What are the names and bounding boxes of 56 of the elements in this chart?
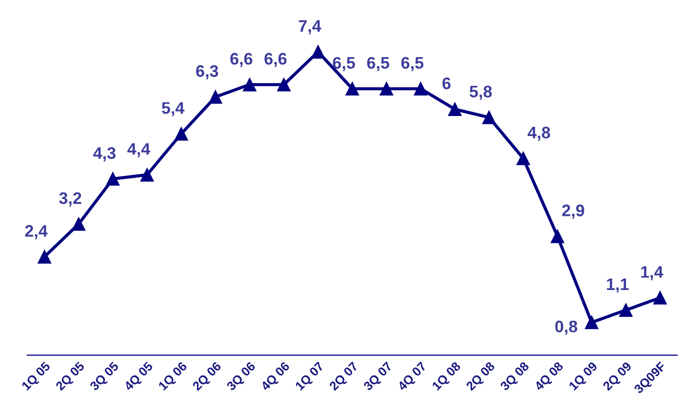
- data-label: 4,4: [127, 143, 150, 158]
- x-tick-label: 1Q 09: [568, 361, 600, 392]
- x-tick-label: 4Q 05: [123, 361, 155, 393]
- point: [242, 78, 256, 92]
- point: [38, 250, 52, 264]
- point: [619, 303, 633, 317]
- x-tick-label: 4Q 06: [260, 361, 292, 393]
- x-tick-label: 1Q 06: [158, 361, 190, 392]
- data-label: 2,9: [562, 204, 584, 219]
- data-label: 1,4: [641, 266, 664, 280]
- point: [106, 172, 120, 186]
- data-label: 5,4: [162, 102, 184, 116]
- point: [277, 78, 291, 92]
- data-label: 6,3: [196, 65, 218, 80]
- data-label: 4,3: [93, 147, 116, 162]
- x-tick-label: 2Q 05: [55, 361, 87, 393]
- x-tick-label: 3Q 08: [500, 361, 532, 393]
- data-label: 6: [442, 77, 451, 90]
- x-tick-label: 4Q 07: [396, 361, 428, 393]
- data-label: 6,5: [401, 56, 424, 72]
- data-label: 3,2: [59, 192, 82, 206]
- data-label: 6,5: [332, 56, 356, 72]
- point: [584, 316, 598, 330]
- x-tick-label: 2Q 08: [466, 361, 497, 393]
- point: [550, 230, 564, 244]
- x-tick-label: 1Q 08: [432, 361, 463, 392]
- x-tick-label: 2Q 07: [328, 361, 360, 393]
- point: [345, 82, 360, 96]
- point: [72, 217, 86, 231]
- point: [311, 45, 325, 59]
- data-label: 6,6: [230, 52, 252, 68]
- point: [208, 90, 222, 104]
- point: [380, 82, 394, 96]
- point: [653, 291, 667, 305]
- data-label: 7,4: [298, 20, 322, 34]
- data-label: 5,8: [470, 86, 492, 100]
- data-label: 4,8: [528, 126, 550, 141]
- data-label: 2,4: [25, 225, 48, 240]
- x-tick-label: 3Q 05: [89, 361, 121, 393]
- point: [516, 152, 530, 166]
- point: [140, 168, 154, 182]
- data-label: 0,8: [555, 320, 578, 335]
- point: [482, 110, 496, 124]
- data-label: 6,5: [367, 56, 390, 72]
- data-label: 1,1: [606, 278, 629, 293]
- point: [448, 102, 462, 116]
- point: [414, 82, 428, 96]
- point: [174, 127, 188, 141]
- x-tick-label: 1Q 05: [21, 361, 52, 392]
- x-tick-label: 3Q 07: [362, 361, 394, 393]
- x-tick-label: 3Q 06: [226, 361, 258, 393]
- x-tick-label: 4Q 08: [534, 361, 566, 393]
- x-tick-label: 1Q 07: [294, 361, 326, 392]
- x-tick-label: 2Q 06: [192, 361, 224, 393]
- x-tick-label: 2Q 09: [602, 361, 634, 393]
- data-label: 6,6: [264, 52, 287, 68]
